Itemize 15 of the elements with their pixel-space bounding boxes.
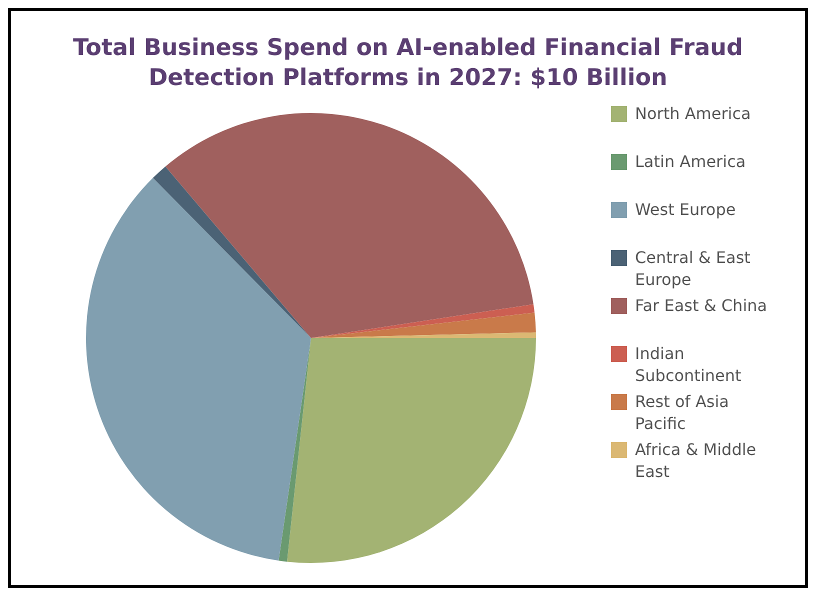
pie-slice — [287, 338, 536, 563]
pie-slice — [165, 113, 534, 338]
legend-label: Latin America — [635, 151, 746, 173]
chart-title: Total Business Spend on AI-enabled Financial Fraud Detection Platforms in 2027: $10 Billion — [72, 34, 744, 93]
legend-label: Africa & Middle East — [635, 439, 758, 483]
legend-label: Far East & China — [635, 295, 768, 317]
legend-label: West Europe — [635, 199, 736, 221]
pie-slice — [278, 338, 311, 562]
legend-label: Central & East Europe — [635, 247, 752, 291]
legend-label: North America — [635, 103, 751, 125]
legend-label: Rest of Asia Pacific — [635, 391, 730, 435]
legend-label: Indian Subcontinent — [635, 343, 742, 387]
pie-slice — [86, 178, 311, 561]
pie-slice — [311, 304, 535, 338]
pie-slice — [311, 312, 536, 338]
